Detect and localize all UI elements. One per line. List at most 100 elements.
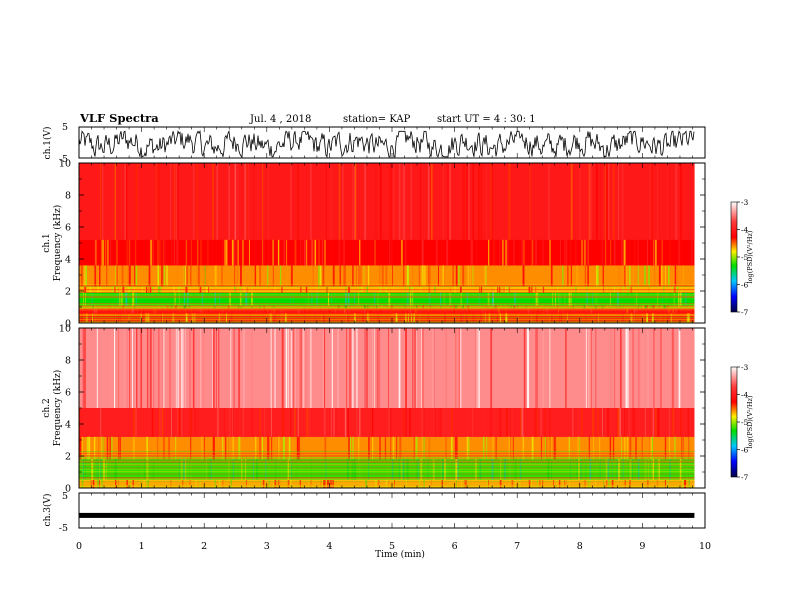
spectrogram-streak bbox=[297, 408, 299, 437]
spectrogram-streak bbox=[355, 305, 356, 309]
spectrogram-streak bbox=[145, 313, 148, 323]
ch2-spectrogram-panel: 0 2 4 6 8 10 ch.2 Frequency (kHz) bbox=[42, 324, 706, 495]
spectrogram-streak bbox=[659, 305, 660, 309]
spectrogram-streak bbox=[458, 265, 460, 287]
spectrogram-streak bbox=[586, 239, 589, 266]
spectrogram-streak bbox=[262, 436, 263, 460]
spectrogram-streak bbox=[663, 305, 665, 309]
spectrogram-streak bbox=[446, 408, 449, 437]
spectrogram-streak bbox=[388, 408, 390, 437]
spectrogram-streak bbox=[506, 408, 508, 437]
spectrogram-streak bbox=[634, 292, 635, 306]
spectrogram-streak bbox=[597, 265, 599, 287]
spectrogram-streak bbox=[410, 308, 411, 314]
spectrogram-streak bbox=[287, 308, 289, 314]
spectrogram-streak bbox=[421, 239, 424, 266]
spectrogram-streak bbox=[536, 328, 538, 408]
spectrogram-streak bbox=[618, 163, 619, 240]
spectrogram-streak bbox=[256, 163, 258, 240]
spectrogram-streak bbox=[224, 408, 225, 437]
spectrogram-streak bbox=[607, 308, 609, 314]
spectrogram-streak bbox=[428, 292, 431, 306]
time-tick-label: 6 bbox=[452, 541, 458, 552]
spectrogram-streak bbox=[534, 408, 536, 437]
spectrogram-streak bbox=[225, 239, 228, 266]
spectrogram-streak bbox=[257, 163, 259, 240]
spectrogram-streak bbox=[344, 308, 346, 314]
spectrogram-streak bbox=[508, 436, 510, 460]
spectrogram-band-7 bbox=[79, 163, 695, 240]
spectrogram-streak bbox=[100, 408, 102, 437]
spectrogram-streak bbox=[352, 265, 354, 287]
spectrogram-streak bbox=[323, 328, 325, 408]
spectrogram-streak bbox=[106, 239, 109, 266]
ch2-spec-ylabel-channel: ch.2 bbox=[42, 398, 52, 417]
spectrogram-streak bbox=[255, 436, 257, 460]
spectrogram-streak bbox=[189, 328, 191, 408]
spectrogram-streak bbox=[150, 239, 153, 266]
time-tick-label: 8 bbox=[577, 541, 583, 552]
spectrogram-streak bbox=[624, 265, 626, 287]
spectrogram-streak bbox=[680, 408, 682, 437]
spectrogram-streak bbox=[602, 265, 604, 287]
spectrogram-streak bbox=[570, 292, 572, 306]
spectrogram-streak bbox=[522, 292, 525, 306]
spectrogram-streak bbox=[518, 239, 520, 266]
spectrogram-streak bbox=[203, 163, 205, 240]
spectrogram-streak bbox=[129, 305, 132, 309]
spectrogram-streak bbox=[94, 265, 97, 287]
spectrogram-streak bbox=[368, 436, 370, 460]
spectrogram-streak bbox=[190, 239, 192, 266]
spectrogram-streak bbox=[142, 308, 144, 314]
spectrogram-streak bbox=[622, 305, 624, 309]
spectrogram-streak bbox=[282, 308, 284, 314]
spectrogram-streak bbox=[642, 313, 645, 323]
spectrogram-streak bbox=[224, 239, 226, 266]
colorbar-tick-label: -6 bbox=[741, 281, 749, 290]
spectrogram-streak bbox=[529, 163, 531, 240]
spectrogram-streak bbox=[323, 308, 325, 314]
spectrogram-streak bbox=[386, 313, 388, 323]
spectrogram-streak bbox=[84, 328, 86, 408]
spectrogram-streak bbox=[610, 328, 612, 408]
spectrogram-streak bbox=[338, 163, 341, 240]
spectrogram-streak bbox=[476, 239, 478, 266]
spectrogram-streak bbox=[112, 305, 114, 309]
spectrogram-streak bbox=[576, 265, 579, 287]
spectrogram-streak bbox=[652, 408, 655, 437]
spectrogram-streak bbox=[480, 163, 482, 240]
spectrogram-streak bbox=[132, 436, 135, 460]
ch1-wave-ytick-bottom: -5 bbox=[59, 154, 68, 165]
spectrogram-band-5 bbox=[79, 265, 695, 287]
spectrogram-streak bbox=[622, 163, 624, 240]
spectrogram-streak bbox=[491, 308, 493, 314]
spectrogram-streak bbox=[626, 265, 628, 287]
spectrogram-streak bbox=[616, 292, 619, 306]
spectrogram-streak bbox=[678, 292, 680, 306]
spectrogram-streak bbox=[513, 239, 515, 266]
spectrogram-streak bbox=[478, 328, 480, 408]
spectrogram-streak bbox=[344, 408, 347, 437]
spectrogram-streak bbox=[547, 305, 548, 309]
spectrogram-streak bbox=[607, 408, 609, 437]
spectrogram-streak bbox=[663, 313, 664, 323]
spectrogram-streak bbox=[271, 408, 272, 437]
spectrogram-streak bbox=[413, 436, 415, 460]
spectrogram-streak bbox=[662, 239, 664, 266]
spectrogram-streak bbox=[388, 328, 389, 408]
spectrogram-streak bbox=[466, 292, 468, 306]
spectrogram-streak bbox=[127, 292, 130, 306]
spectrogram-streak bbox=[599, 163, 601, 240]
spectrogram-streak bbox=[230, 328, 232, 408]
spectrogram-streak bbox=[585, 313, 587, 323]
spectrogram-streak bbox=[85, 292, 86, 306]
spectrogram-streak bbox=[416, 328, 418, 408]
spectrogram-streak bbox=[105, 239, 106, 266]
spectrogram-streak bbox=[292, 436, 294, 460]
spectrogram-streak bbox=[170, 305, 172, 309]
spectrogram-streak bbox=[403, 408, 405, 437]
spectrogram-streak bbox=[88, 313, 90, 323]
spectrogram-streak bbox=[414, 328, 417, 408]
ch1-wave-ytick-top: 5 bbox=[62, 122, 68, 133]
spectrogram-streak bbox=[290, 265, 293, 287]
